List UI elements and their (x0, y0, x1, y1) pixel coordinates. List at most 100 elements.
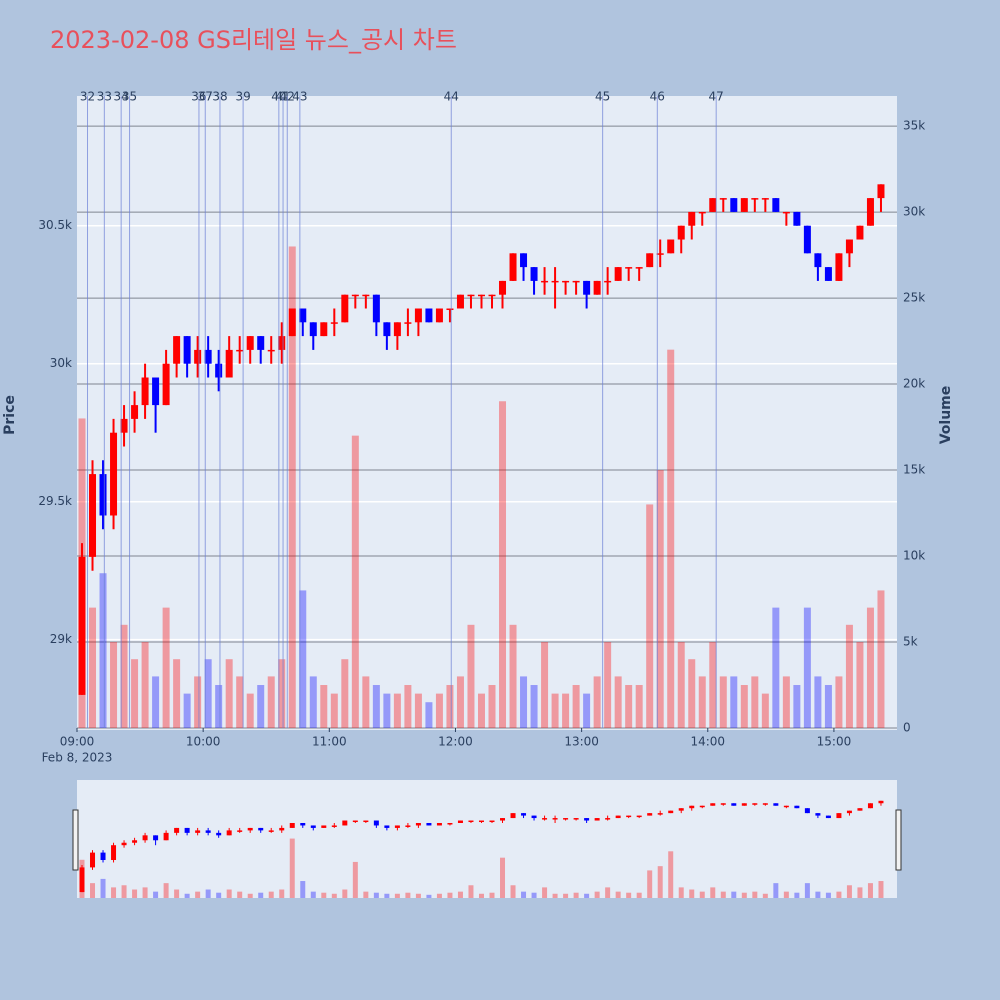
volume-bar (877, 590, 885, 728)
y-tick-label: 30k (50, 356, 72, 370)
candle-body (141, 377, 149, 406)
volume-bar (699, 891, 705, 898)
volume-bar (478, 893, 484, 898)
candle-body (509, 253, 517, 281)
candle-body (604, 280, 612, 283)
x-tick-label: 15:00 (817, 735, 852, 749)
candle-body (845, 239, 853, 254)
candle-body (132, 840, 138, 843)
volume-bar (300, 881, 306, 898)
volume-bar (488, 685, 496, 728)
volume-bar (90, 883, 96, 898)
volume-bar (142, 887, 148, 898)
candle-body (521, 813, 527, 816)
volume-bar (605, 887, 611, 898)
chart-title: 2023-02-08 GS리테일 뉴스_공시 차트 (50, 26, 457, 54)
volume-bar (867, 883, 873, 898)
y2-tick-label: 20k (903, 377, 925, 391)
candle-body (310, 825, 316, 828)
candle-body (152, 377, 160, 406)
volume-bar (709, 642, 717, 728)
candle-body (456, 294, 464, 309)
volume-bar (846, 885, 852, 898)
volume-bar (436, 893, 442, 898)
volume-bar (762, 893, 768, 898)
volume-bar (521, 891, 527, 898)
volume-bar (110, 642, 118, 728)
news-label: 36 (191, 90, 206, 104)
volume-bar (878, 881, 884, 898)
range-handle[interactable] (895, 809, 902, 871)
volume-bar (552, 893, 558, 898)
candle-body (309, 322, 317, 337)
candle-body (362, 294, 370, 297)
volume-bar (856, 642, 864, 728)
y2-axis-title: Volume (938, 386, 954, 445)
volume-bar (184, 893, 190, 898)
volume-bar (426, 894, 432, 898)
volume-bar (467, 624, 475, 728)
volume-bar (351, 435, 359, 728)
volume-bar (216, 892, 222, 898)
candle-body (330, 322, 338, 324)
candle-body (856, 225, 864, 240)
news-label: 42 (280, 90, 295, 104)
candle-body (678, 808, 684, 811)
candle-body (615, 815, 621, 819)
volume-bar (720, 891, 726, 898)
volume-bar (541, 642, 549, 728)
candle-body (614, 267, 622, 281)
candle-body (163, 832, 169, 841)
volume-bar (435, 693, 443, 728)
candle-body (426, 822, 432, 826)
volume-bar (373, 892, 379, 898)
volume-bar (288, 246, 296, 728)
volume-bar (719, 676, 727, 728)
volume-bar (845, 624, 853, 728)
candle-body (593, 280, 601, 295)
candle-body (414, 308, 422, 323)
candle-body (404, 322, 412, 324)
volume-bar (183, 693, 191, 728)
volume-bar (783, 891, 789, 898)
volume-bar (698, 676, 706, 728)
volume-bar (835, 676, 843, 728)
candle-body (751, 198, 759, 200)
candle-body (562, 280, 570, 283)
range-handle[interactable] (72, 809, 79, 871)
candle-body (279, 827, 285, 831)
volume-bar (510, 885, 516, 898)
y-tick-label: 29.5k (38, 494, 72, 508)
news-label: 46 (650, 90, 665, 104)
candle-body (372, 294, 380, 323)
volume-bar (310, 891, 316, 898)
volume-bar (688, 659, 696, 728)
candle-body (247, 827, 253, 831)
y2-tick-label: 0 (903, 721, 911, 735)
volume-bar (383, 693, 391, 728)
date-label: Feb 8, 2023 (42, 751, 113, 765)
candle-body (363, 820, 369, 823)
candle-body (867, 803, 873, 809)
volume-bar (215, 685, 223, 728)
volume-bar (563, 893, 569, 898)
volume-bar (656, 470, 664, 728)
volume-bar (132, 889, 138, 898)
candle-body (878, 800, 884, 804)
candle-body (530, 267, 538, 281)
news-label: 43 (292, 90, 307, 104)
candle-body (720, 803, 726, 805)
candle-body (373, 820, 379, 826)
range-slider[interactable] (77, 780, 897, 898)
volume-bar (204, 659, 212, 728)
volume-bar (794, 892, 800, 898)
candle-body (846, 810, 852, 814)
candle-body (183, 336, 191, 364)
candle-body (341, 294, 349, 323)
y2-tick-label: 35k (903, 119, 925, 133)
volume-bar (163, 883, 169, 898)
volume-bar (604, 642, 612, 728)
candle-body (435, 308, 443, 323)
candle-body (824, 267, 832, 281)
candle-body (131, 405, 139, 419)
